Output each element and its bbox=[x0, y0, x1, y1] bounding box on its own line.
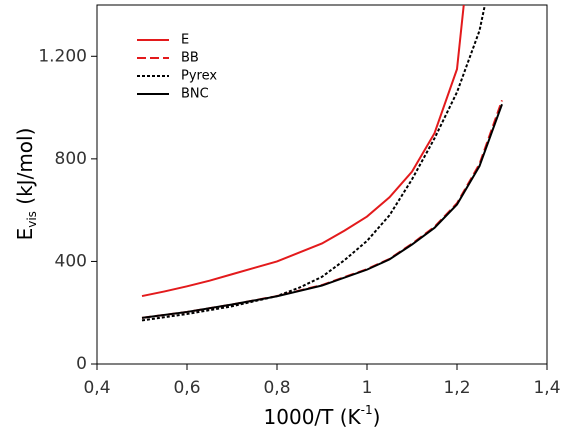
x-label-end: ) bbox=[373, 405, 381, 429]
x-tick-label: 0,4 bbox=[83, 378, 110, 398]
x-tick-label: 0,6 bbox=[173, 378, 200, 398]
y-tick-label: 0 bbox=[76, 354, 87, 374]
y-tick-label: 1.200 bbox=[38, 46, 87, 66]
y-label-sub: vis bbox=[25, 211, 39, 228]
legend-label: BB bbox=[181, 51, 199, 66]
y-label-main: E bbox=[13, 228, 37, 241]
x-tick-label: 1 bbox=[362, 378, 373, 398]
y-tick-label: 800 bbox=[55, 149, 87, 169]
x-tick-label: 1,4 bbox=[533, 378, 560, 398]
y-label-end: (kJ/mol) bbox=[13, 128, 37, 211]
x-label-sup: -1 bbox=[361, 403, 373, 417]
plot-frame bbox=[96, 4, 548, 365]
legend-label: E bbox=[181, 33, 189, 48]
legend-label: BNC bbox=[181, 87, 209, 102]
series-line bbox=[141, 5, 465, 298]
x-tick-label: 0,8 bbox=[263, 378, 290, 398]
x-axis-label: 1000/T (K-1) bbox=[264, 403, 381, 429]
x-tick-label: 1,2 bbox=[443, 378, 470, 398]
series-line bbox=[141, 103, 503, 319]
y-tick-label: 400 bbox=[55, 251, 87, 271]
y-axis-label: Evis (kJ/mol) bbox=[13, 128, 39, 241]
x-label-main: 1000/T (K bbox=[264, 405, 362, 429]
legend-label: Pyrex bbox=[181, 69, 217, 84]
plot-area bbox=[141, 5, 503, 322]
